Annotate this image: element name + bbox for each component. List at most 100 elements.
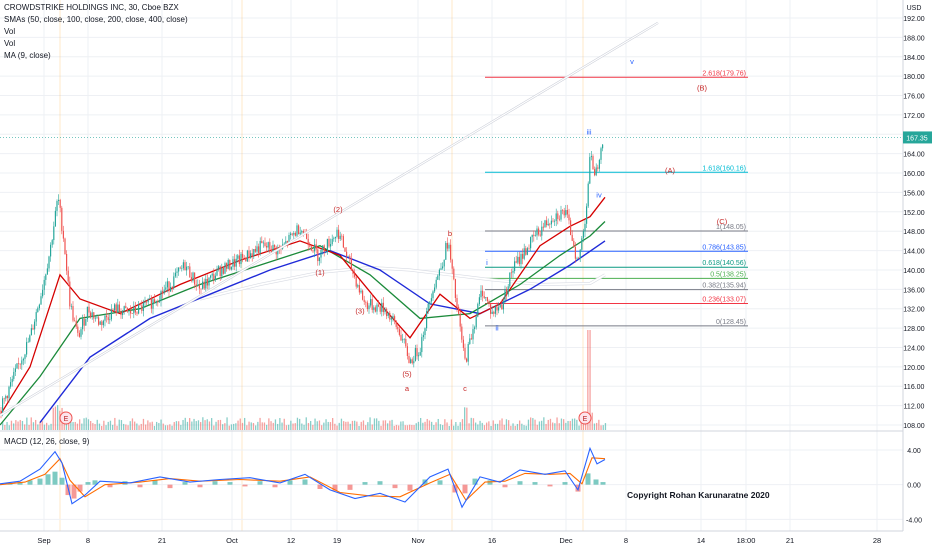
candle-body — [134, 306, 136, 313]
candle-body — [173, 276, 175, 288]
price-tick-label: 192.00 — [903, 16, 925, 23]
candle-body — [155, 301, 157, 303]
volume-bar — [525, 425, 527, 430]
volume-bar — [17, 421, 19, 430]
trendline[interactable] — [0, 21, 659, 417]
volume-bar — [503, 424, 505, 430]
volume-bar — [52, 407, 54, 430]
volume-bar — [107, 421, 109, 430]
candle-body — [358, 285, 360, 293]
candle-body — [414, 348, 416, 362]
earnings-marker[interactable] — [578, 411, 592, 425]
volume-bar — [193, 418, 195, 430]
indicator-vol-label[interactable]: Vol — [4, 27, 15, 36]
candle-body — [510, 272, 512, 274]
candle-body — [541, 226, 543, 236]
volume-bar — [215, 421, 217, 430]
volume-bar — [101, 425, 103, 430]
last-price-badge[interactable] — [903, 131, 932, 144]
volume-bar — [197, 420, 200, 430]
macd-histogram-bar — [392, 484, 398, 489]
candle-body — [392, 316, 394, 319]
volume-bar — [114, 417, 116, 430]
candle-body — [256, 246, 258, 252]
candle-body — [112, 309, 114, 311]
candle-body — [72, 306, 74, 321]
candle-body — [454, 279, 456, 298]
wave-label: iv — [596, 190, 602, 199]
macd-histogram-bar — [65, 484, 71, 496]
candle-body — [389, 312, 391, 320]
wave-label: i — [486, 258, 488, 267]
wave-label: c — [463, 384, 467, 393]
volume-bar — [596, 422, 598, 430]
candle-body — [533, 234, 535, 236]
price-tick-label: 160.00 — [903, 171, 925, 178]
candle-body — [43, 279, 45, 290]
candle-body — [557, 213, 559, 219]
candle-body — [490, 304, 492, 314]
candle-body — [246, 250, 248, 262]
candle-body — [498, 307, 500, 311]
candle-body — [158, 300, 160, 303]
volume-bar — [549, 418, 552, 430]
volume-bar — [376, 418, 378, 430]
candle-body — [131, 313, 133, 314]
volume-bar — [217, 420, 219, 430]
volume-bar — [259, 417, 261, 430]
volume-bar — [21, 420, 24, 430]
volume-bar — [576, 419, 578, 430]
candle-body — [264, 242, 266, 246]
candle-body — [210, 275, 212, 278]
macd-histogram-bar — [407, 484, 413, 491]
volume-bar — [274, 419, 277, 430]
candle-body — [208, 277, 210, 286]
volume-bar — [497, 423, 499, 430]
candle-body — [330, 244, 332, 247]
wave-label: iii — [587, 127, 592, 136]
chart-title[interactable]: CROWDSTRIKE HOLDINGS INC, 30, Cboe BZX — [4, 3, 179, 12]
candle-body — [238, 255, 240, 265]
candle-body — [216, 268, 218, 276]
fib-level-label: 1(148.05) — [716, 224, 746, 231]
candle-body — [197, 285, 199, 287]
candle-body — [211, 273, 213, 276]
volume-bar — [587, 330, 589, 430]
candle-body — [362, 290, 364, 300]
price-tick-label: 180.00 — [903, 74, 925, 81]
volume-bar — [398, 425, 400, 430]
candle-body — [77, 326, 79, 333]
macd-label[interactable]: MACD (12, 26, close, 9) — [4, 437, 90, 446]
price-tick-label: 112.00 — [904, 404, 925, 411]
candle-body — [520, 253, 522, 265]
candle-body — [478, 297, 480, 305]
trendline-line[interactable] — [0, 22, 659, 416]
indicator-ma-label[interactable]: MA (9, close) — [4, 51, 51, 60]
candle-body — [162, 291, 164, 294]
candle-body — [323, 245, 325, 252]
candle-body — [218, 266, 220, 269]
candle-body — [69, 281, 71, 307]
candle-body — [536, 228, 538, 236]
candle-body — [190, 277, 192, 281]
candle-body — [320, 249, 322, 258]
candle-body — [357, 285, 359, 287]
candle-body — [512, 270, 514, 273]
volume-bar — [19, 419, 21, 430]
volume-bar — [365, 425, 367, 430]
macd-histogram-bar — [167, 484, 173, 489]
wave-label: (1) — [315, 268, 325, 277]
volume-bar — [112, 424, 114, 430]
candle-body — [429, 301, 431, 305]
candle-body — [374, 307, 376, 312]
earnings-marker[interactable] — [59, 411, 73, 425]
indicator-vol2-label[interactable]: Vol — [4, 39, 15, 48]
candle-body — [339, 235, 341, 239]
candle-body — [496, 306, 498, 311]
candle-body — [133, 306, 135, 314]
candle-body — [430, 298, 432, 302]
volume-bar — [81, 423, 83, 430]
candle-body — [427, 304, 429, 312]
indicator-sma-label[interactable]: SMAs (50, close, 100, close, 200, close,… — [4, 15, 188, 24]
